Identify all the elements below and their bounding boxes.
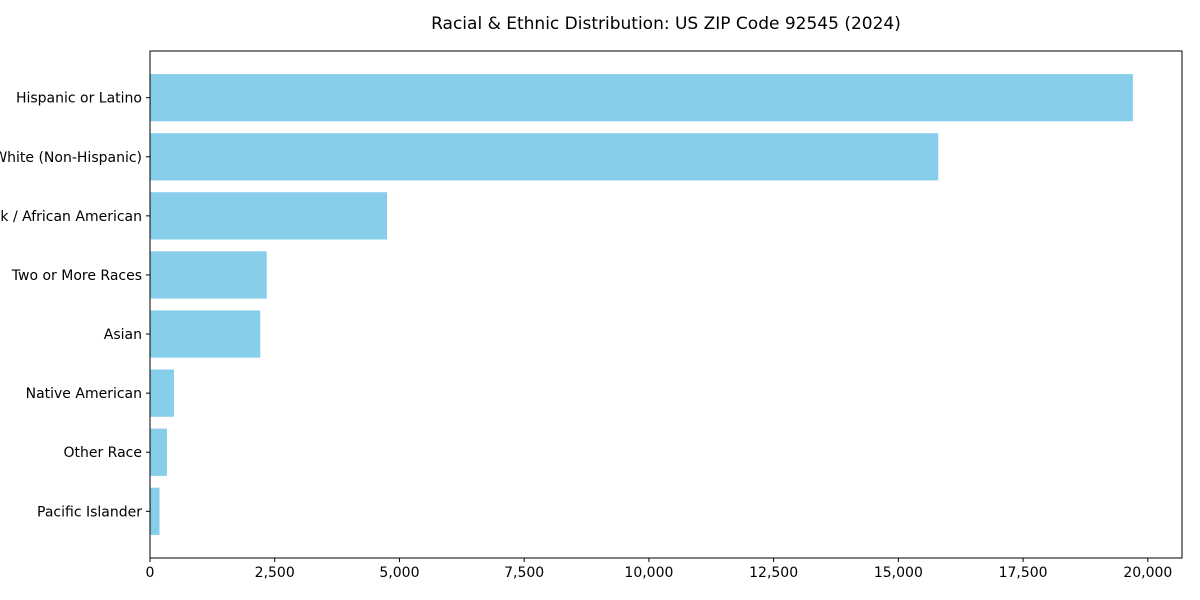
x-tick-label: 17,500 bbox=[999, 565, 1048, 581]
bar bbox=[150, 192, 387, 240]
plot-border bbox=[149, 50, 1183, 559]
x-tick-label: 10,000 bbox=[624, 565, 673, 581]
x-tick-label: 15,000 bbox=[874, 565, 923, 581]
x-tick-label: 7,500 bbox=[504, 565, 544, 581]
y-tick-label: Native American bbox=[26, 386, 142, 402]
y-tick-label: White (Non-Hispanic) bbox=[0, 150, 142, 166]
y-tick-label: Black / African American bbox=[0, 209, 142, 225]
bar bbox=[150, 369, 174, 417]
bar bbox=[150, 487, 160, 535]
y-tick-label: Asian bbox=[104, 327, 142, 343]
x-tick-label: 5,000 bbox=[379, 565, 419, 581]
bar bbox=[150, 74, 1133, 122]
y-tick-label: Two or More Races bbox=[11, 268, 142, 284]
bar bbox=[150, 251, 267, 299]
bar bbox=[150, 428, 167, 476]
plot-area: Hispanic or Latino White (Non-Hispanic) Bl… bbox=[0, 50, 1183, 581]
x-tick-label: 20,000 bbox=[1123, 565, 1172, 581]
x-tick-label: 0 bbox=[146, 565, 155, 581]
y-tick-label: Hispanic or Latino bbox=[16, 91, 142, 107]
x-tick-label: 12,500 bbox=[749, 565, 798, 581]
y-tick-label: Pacific Islander bbox=[37, 504, 142, 520]
bar bbox=[150, 310, 261, 358]
y-tick-label: Other Race bbox=[63, 445, 142, 461]
chart-title: Racial & Ethnic Distribution: US ZIP Cod… bbox=[431, 14, 901, 34]
bar bbox=[150, 133, 939, 181]
x-tick-label: 2,500 bbox=[255, 565, 295, 581]
